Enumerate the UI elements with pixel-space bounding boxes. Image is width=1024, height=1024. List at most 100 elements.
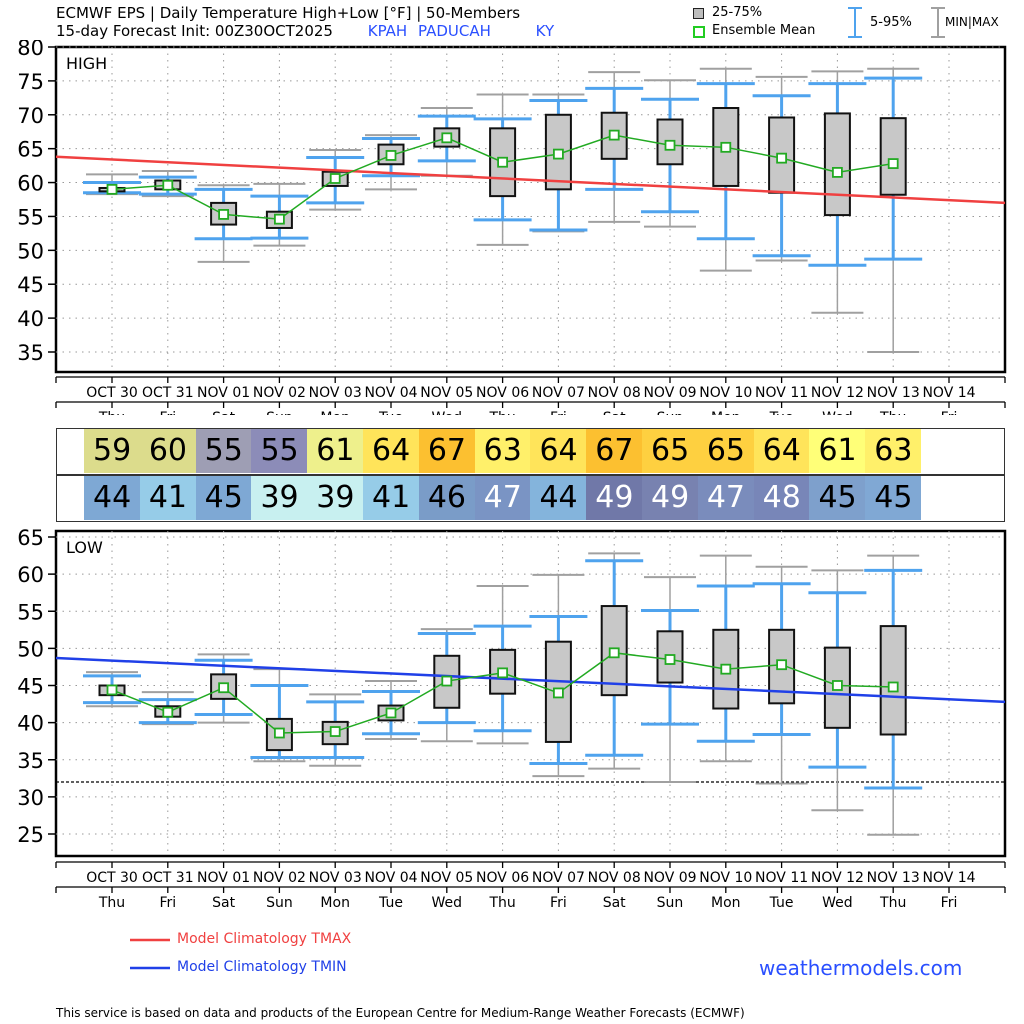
table-low-cell: 47 (697, 476, 755, 520)
climatology-tmin-line (55, 656, 1006, 704)
x-weekday-label: Thu (488, 410, 515, 415)
y-tick-label: 50 (17, 637, 44, 661)
table-high-cell: 55 (251, 429, 308, 473)
ensemble-mean-marker (329, 726, 341, 737)
x-weekday-label: Sat (212, 410, 235, 415)
x-weekday-label: Mon (320, 410, 350, 415)
x-date-label: NOV 10 (699, 385, 752, 401)
init-time: 15-day Forecast Init: 00Z30OCT2025 (56, 22, 333, 40)
ensemble-mean-marker (441, 132, 453, 144)
x-weekday-label: Sun (657, 895, 684, 911)
ensemble-mean-marker (776, 152, 787, 164)
x-date-label: NOV 14 (922, 870, 975, 886)
x-weekday-label: Fri (159, 410, 176, 415)
x-date-label: NOV 07 (532, 385, 585, 401)
ensemble-mean-marker (329, 173, 341, 184)
climatology-tmax-line (55, 155, 1006, 205)
table-low-cell: 44 (530, 476, 587, 520)
x-weekday-label: Thu (98, 410, 125, 415)
x-weekday-label: Fri (941, 895, 958, 911)
x-date-label: NOV 13 (867, 870, 920, 886)
ensemble-mean-marker (832, 680, 843, 691)
table-high-cell: 64 (530, 429, 587, 473)
station-code: KPAH (367, 22, 408, 40)
x-weekday-label: Thu (879, 895, 906, 911)
ensemble-mean-marker (720, 663, 732, 675)
y-tick-label: 50 (17, 239, 44, 263)
x-weekday-label: Tue (769, 410, 794, 415)
ensemble-mean-marker (162, 179, 174, 191)
plot-frame (54, 529, 1007, 858)
x-date-label: NOV 05 (420, 385, 473, 401)
y-tick-label: 45 (17, 675, 44, 699)
x-date-label: NOV 09 (643, 870, 696, 886)
table-low-cell: 45 (865, 476, 922, 520)
legend-minmax-label: MIN|MAX (945, 15, 999, 29)
ensemble-mean-marker (608, 647, 620, 659)
x-date-label: NOV 03 (309, 870, 362, 886)
table-high-cell: 61 (809, 429, 866, 473)
y-tick-label: 40 (17, 712, 44, 736)
x-weekday-label: Tue (378, 410, 403, 415)
x-date-label: NOV 03 (309, 385, 362, 401)
ensemble-mean-marker (218, 682, 230, 694)
legend-tmax-label: Model Climatology TMAX (177, 931, 352, 947)
x-weekday-label: Fri (941, 410, 958, 415)
legend-tmin-label: Model Climatology TMIN (177, 959, 347, 975)
ensemble-mean-marker (887, 158, 899, 169)
x-date-label: NOV 13 (867, 385, 920, 401)
x-date-label: NOV 02 (253, 870, 306, 886)
y-tick-label: 65 (17, 526, 44, 550)
ensemble-mean-marker (887, 681, 899, 693)
ensemble-mean-marker (273, 213, 285, 225)
x-date-label: NOV 05 (420, 870, 473, 886)
table-high-cell: 55 (195, 429, 252, 473)
x-weekday-label: Fri (159, 895, 176, 911)
y-tick-label: 55 (17, 205, 44, 229)
table-low-cell: 41 (363, 476, 420, 520)
y-tick-label: 75 (17, 70, 44, 94)
table-low-cell: 49 (642, 476, 699, 520)
whisker-minmax-icon (931, 7, 945, 38)
x-weekday-label: Wed (822, 895, 853, 911)
x-weekday-label: Fri (550, 895, 567, 911)
x-weekday-label: Thu (488, 895, 515, 911)
ensemble-mean-marker (441, 675, 453, 687)
ensemble-mean-marker (720, 141, 732, 153)
x-weekday-label: Wed (432, 895, 463, 911)
x-date-label: OCT 30 (86, 385, 138, 401)
legend-iqr-label: 25-75% (712, 5, 763, 20)
table-low-cell: 47 (474, 476, 531, 520)
table-low-cell: 41 (139, 476, 197, 520)
x-date-label: OCT 30 (86, 870, 138, 886)
y-tick-label: 35 (17, 749, 44, 773)
ensemble-mean-marker (664, 139, 676, 151)
x-date-label: OCT 31 (142, 870, 194, 886)
ensemble-mean-marker (106, 183, 118, 195)
ensemble-mean-marker (385, 150, 397, 161)
iqr-box (489, 648, 517, 695)
x-weekday-label: Thu (879, 410, 906, 415)
x-weekday-label: Wed (822, 410, 853, 415)
footer-attribution: This service is based on data and produc… (56, 1006, 745, 1020)
ensemble-mean-marker (273, 727, 285, 739)
y-tick-label: 70 (17, 104, 44, 128)
table-high-cell: 61 (307, 429, 364, 473)
ensemble-mean-marker (497, 156, 509, 168)
x-date-label: NOV 08 (588, 385, 641, 401)
x-date-label: OCT 31 (142, 385, 194, 401)
table-high-cell: 65 (642, 429, 699, 473)
x-weekday-label: Sat (603, 895, 626, 911)
ensemble-mean-marker (385, 707, 397, 719)
x-date-label: NOV 04 (364, 870, 417, 886)
ensemble-mean-marker (553, 148, 564, 160)
y-tick-label: 55 (17, 600, 44, 624)
station-state: KY (535, 22, 555, 40)
table-low-cell: 45 (809, 476, 866, 520)
x-date-label: NOV 06 (476, 870, 529, 886)
table-low-cell: 46 (418, 476, 476, 520)
mean-marker-icon (693, 26, 705, 38)
station-name: PADUCAH (418, 22, 491, 40)
table-high-cell: 63 (865, 429, 922, 473)
brand-link[interactable]: weathermodels.com (759, 956, 963, 980)
